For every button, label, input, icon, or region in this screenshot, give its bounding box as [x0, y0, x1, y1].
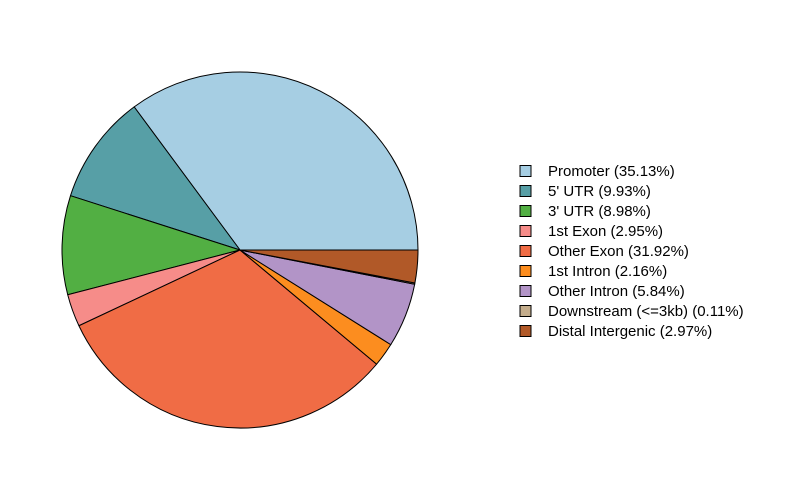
pie-slice-other-exon	[78, 249, 378, 429]
legend-swatch	[519, 285, 532, 297]
pie-slice-promoter	[133, 71, 419, 251]
legend-item-1st-intron: 1st Intron (2.16%)	[519, 263, 667, 280]
legend-item-1st-exon: 1st Exon (2.95%)	[519, 223, 663, 240]
legend-label: Downstream (<=3kb) (0.11%)	[548, 303, 744, 320]
legend-swatch	[519, 265, 532, 277]
legend-item-promoter: Promoter (35.13%)	[519, 163, 675, 180]
legend-label: 1st Exon (2.95%)	[548, 223, 663, 240]
legend-label: 3' UTR (8.98%)	[548, 203, 651, 220]
legend-label: 5' UTR (9.93%)	[548, 183, 651, 200]
legend-swatch	[519, 305, 532, 317]
legend-label: 1st Intron (2.16%)	[548, 263, 667, 280]
legend-item-other-intron: Other Intron (5.84%)	[519, 283, 685, 300]
legend-item-distal-intergenic: Distal Intergenic (2.97%)	[519, 323, 712, 340]
legend-item-5-utr: 5' UTR (9.93%)	[519, 183, 651, 200]
legend-swatch	[519, 245, 532, 257]
legend-swatch	[519, 185, 532, 197]
legend-item-downstream-3kb: Downstream (<=3kb) (0.11%)	[519, 303, 744, 320]
pie-slice-3-utr	[61, 195, 241, 296]
legend-swatch	[519, 165, 532, 177]
legend-label: Other Intron (5.84%)	[548, 283, 685, 300]
legend-label: Promoter (35.13%)	[548, 163, 675, 180]
pie-slice-distal-intergenic	[239, 249, 419, 284]
legend-swatch	[519, 205, 532, 217]
legend-label: Distal Intergenic (2.97%)	[548, 323, 712, 340]
pie-slices	[61, 71, 419, 429]
legend-swatch	[519, 325, 532, 337]
legend-item-3-utr: 3' UTR (8.98%)	[519, 203, 651, 220]
pie-slice-5-utr	[69, 106, 241, 251]
legend-item-other-exon: Other Exon (31.92%)	[519, 243, 689, 260]
legend-swatch	[519, 225, 532, 237]
legend-label: Other Exon (31.92%)	[548, 243, 689, 260]
legend: Promoter (35.13%) 5' UTR (9.93%) 3' UTR (8…	[519, 163, 744, 340]
